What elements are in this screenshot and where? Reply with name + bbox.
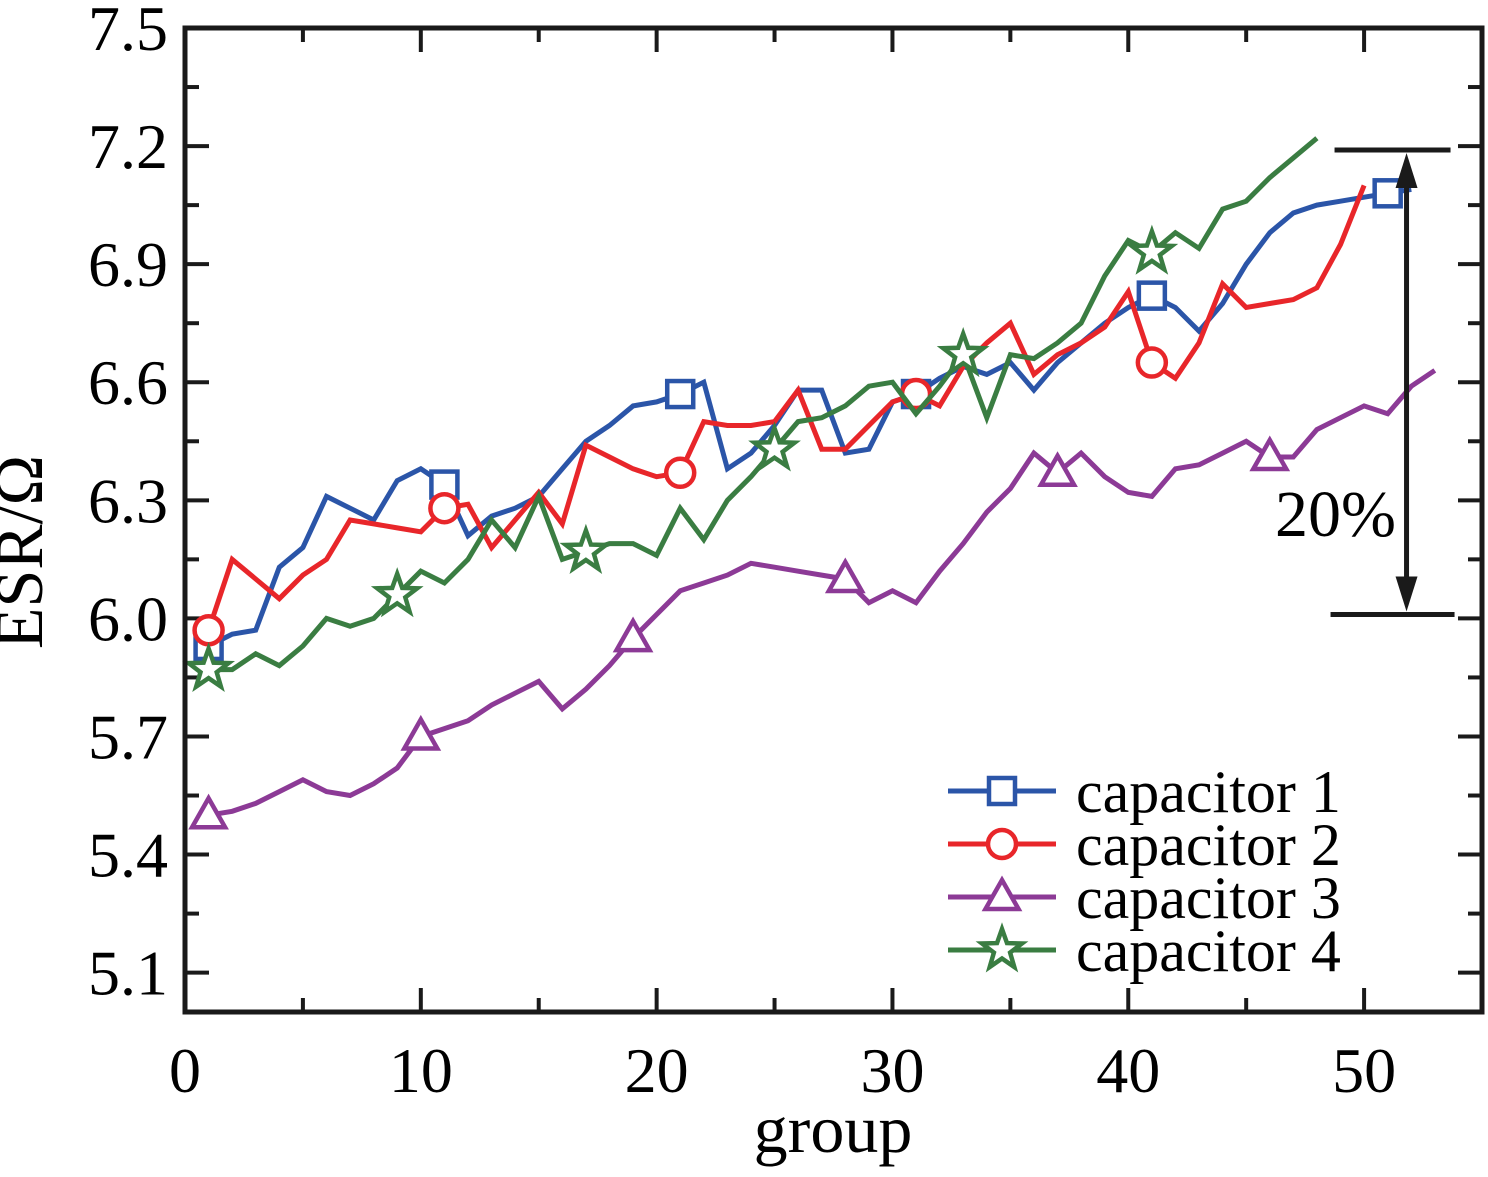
y-tick-label: 5.7 — [88, 701, 168, 772]
square-marker — [1372, 178, 1403, 209]
circle-marker — [663, 456, 697, 490]
x-tick-label: 0 — [169, 1035, 201, 1106]
star-marker — [975, 922, 1029, 973]
star-marker — [936, 326, 990, 378]
star-marker — [559, 523, 613, 574]
y-tick-label: 6.0 — [88, 583, 168, 654]
x-tick-label: 50 — [1332, 1035, 1396, 1106]
circle-marker — [192, 613, 225, 647]
y-tick-label: 5.4 — [88, 820, 168, 891]
y-tick-label: 6.3 — [88, 465, 168, 536]
plot-frame — [182, 25, 1485, 1015]
triangle-up-marker — [612, 616, 654, 653]
series-capacitor-3 — [188, 368, 1437, 830]
star-marker — [182, 641, 236, 693]
legend-label: capacitor 1 — [1076, 759, 1341, 825]
y-tick-label: 6.6 — [88, 347, 168, 418]
legend-entry-capacitor-2: capacitor 2 — [948, 812, 1341, 878]
circle-marker — [428, 491, 461, 525]
legend-entry-capacitor-4: capacitor 4 — [948, 918, 1341, 984]
circle-marker — [985, 827, 1019, 861]
triangle-up-marker — [1249, 435, 1291, 472]
arrowhead-down-icon — [1395, 576, 1418, 612]
circle-marker — [1135, 346, 1169, 379]
x-tick-label: 20 — [625, 1035, 689, 1106]
star-marker — [370, 567, 424, 618]
triangle-up-marker — [188, 793, 229, 830]
triangle-up-marker — [1037, 451, 1078, 488]
arrowhead-up-icon — [1395, 153, 1418, 189]
annotation-label: 20% — [1275, 478, 1396, 551]
y-tick-label: 6.9 — [88, 229, 168, 300]
legend-entry-capacitor-3: capacitor 3 — [948, 865, 1341, 931]
star-marker — [1125, 224, 1179, 275]
x-tick-label: 10 — [389, 1035, 453, 1106]
y-tick-label: 7.5 — [88, 0, 168, 64]
triangle-up-marker — [400, 714, 442, 751]
square-marker — [986, 775, 1018, 807]
axis-ticks: 5.1 5.4 5.7 6.0 6.3 6.6 6.9 7.2 7.5 0 10 20 30 40 50 — [88, 0, 1480, 1106]
legend-entry-capacitor-1: capacitor 1 — [948, 759, 1341, 825]
x-tick-label: 30 — [860, 1035, 924, 1106]
x-axis-label: group — [754, 1091, 913, 1167]
series-capacitor-4 — [182, 136, 1319, 693]
y-tick-label: 7.2 — [88, 111, 168, 182]
x-tick-label: 40 — [1096, 1035, 1160, 1106]
data-series — [182, 136, 1437, 830]
star-marker — [748, 421, 801, 472]
y-tick-label: 5.1 — [88, 938, 168, 1009]
series-line — [206, 184, 1367, 631]
legend-label: capacitor 2 — [1076, 812, 1341, 878]
triangle-up-marker — [981, 875, 1023, 912]
range-annotation: 20% — [1275, 147, 1455, 617]
series-line — [208, 136, 1319, 673]
triangle-up-marker — [824, 557, 866, 594]
series-capacitor-2 — [192, 184, 1367, 647]
legend-label: capacitor 4 — [1076, 918, 1341, 984]
square-marker — [1136, 280, 1168, 311]
square-marker — [664, 378, 696, 410]
legend-label: capacitor 3 — [1076, 865, 1341, 931]
y-axis-label: ESR/Ω — [0, 455, 57, 649]
